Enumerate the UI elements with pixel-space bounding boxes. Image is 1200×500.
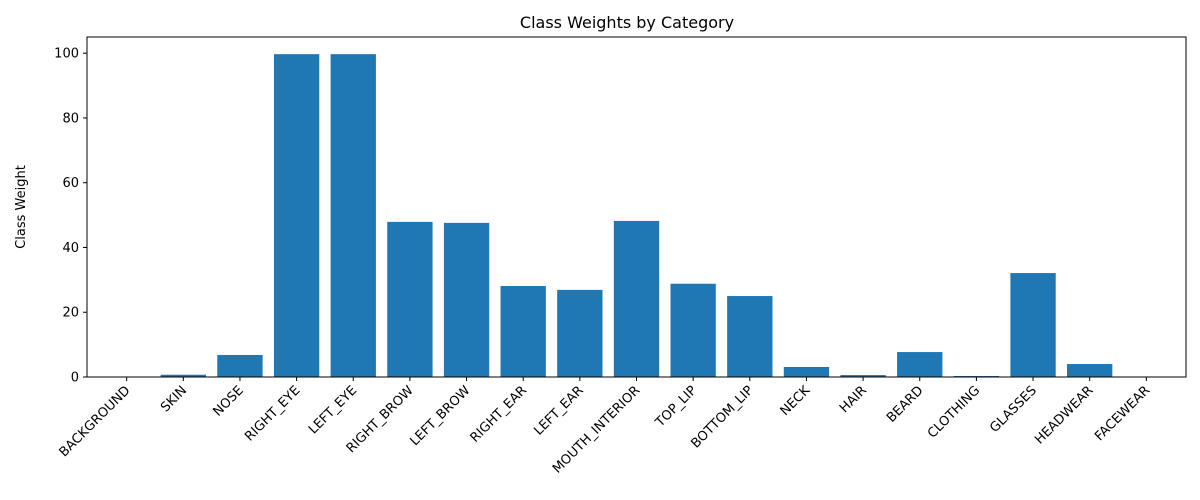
y-tick-label: 100 bbox=[54, 47, 79, 62]
x-tick-label: NECK bbox=[778, 383, 814, 419]
x-tick-label: HEADWEAR bbox=[1032, 383, 1096, 447]
y-axis-label: Class Weight bbox=[14, 165, 29, 249]
y-tick-label: 80 bbox=[62, 111, 79, 126]
x-tick-label: LEFT_EAR bbox=[531, 383, 586, 438]
bar-glasses bbox=[1010, 273, 1056, 377]
bar-beard bbox=[897, 352, 943, 377]
bar-skin bbox=[160, 374, 206, 377]
bar-bottom-lip bbox=[727, 296, 773, 377]
bar-right-ear bbox=[500, 286, 546, 377]
axes-frame bbox=[86, 36, 1187, 378]
y-tick-label: 0 bbox=[71, 371, 79, 386]
x-tick-label: BACKGROUND bbox=[57, 383, 134, 460]
y-tick-label: 40 bbox=[62, 241, 79, 256]
bar-right-brow bbox=[387, 221, 433, 377]
x-tick-label: GLASSES bbox=[987, 383, 1040, 436]
x-tick-label: FACEWEAR bbox=[1092, 383, 1153, 444]
x-tick-label: HAIR bbox=[837, 383, 870, 416]
bar-left-brow bbox=[443, 222, 490, 377]
x-tick-label: RIGHT_EAR bbox=[468, 383, 530, 445]
bar-left-eye bbox=[330, 54, 376, 378]
y-tick-label: 60 bbox=[62, 176, 79, 191]
y-tick-label: 20 bbox=[62, 306, 79, 321]
x-tick-label: RIGHT_EYE bbox=[242, 383, 303, 444]
bar-neck bbox=[783, 366, 830, 377]
bar-right-eye bbox=[273, 54, 320, 378]
chart-title: Class Weights by Category bbox=[520, 13, 734, 32]
x-tick-label: SKIN bbox=[158, 383, 190, 415]
bar-nose bbox=[217, 354, 263, 377]
x-tick-label: LEFT_BROW bbox=[407, 383, 473, 449]
bar-top-lip bbox=[670, 283, 716, 377]
bar-headwear bbox=[1067, 364, 1113, 377]
x-tick-label: NOSE bbox=[210, 383, 246, 419]
x-tick-label: BEARD bbox=[884, 383, 926, 425]
bar-hair bbox=[840, 375, 886, 377]
x-tick-label: LEFT_EYE bbox=[306, 383, 360, 437]
bar-left-ear bbox=[557, 289, 603, 377]
x-tick-label: TOP_LIP bbox=[652, 383, 700, 431]
x-tick-label: CLOTHING bbox=[925, 383, 983, 441]
bar-mouth-interior bbox=[613, 220, 660, 377]
